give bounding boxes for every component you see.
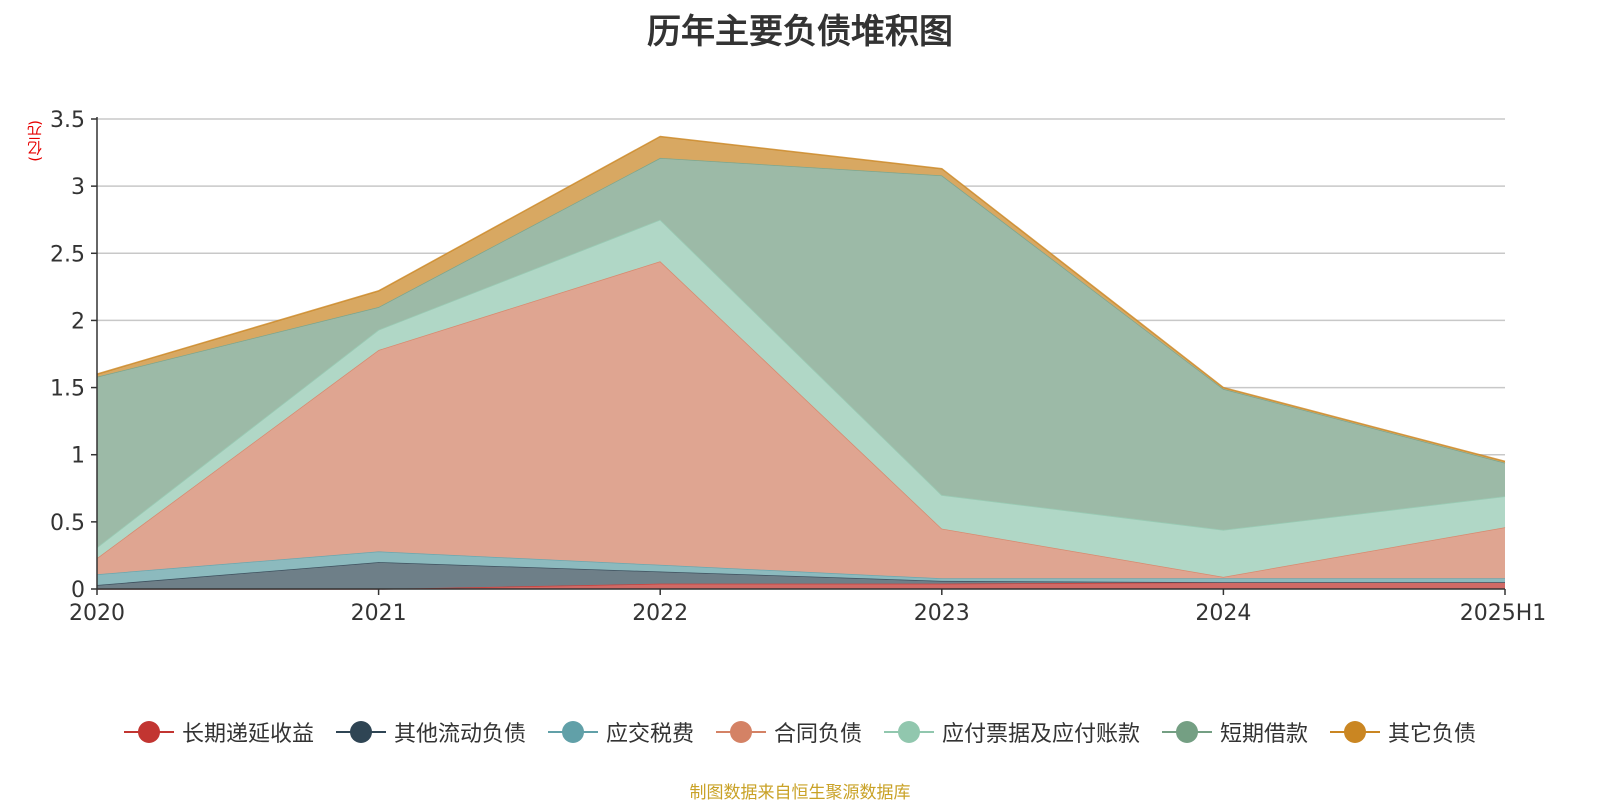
legend-dot (137, 721, 160, 743)
y-tick-label-4: 2 (71, 309, 85, 334)
legend-marker-icon (715, 720, 766, 744)
legend-marker-icon (1330, 720, 1381, 744)
legend-marker-icon (547, 720, 598, 744)
x-tick-label-4: 2024 (1195, 601, 1251, 626)
line-series-6 (96, 135, 1506, 463)
y-tick-label-3: 1.5 (50, 377, 85, 402)
legend-marker-icon (884, 720, 934, 744)
y-axis-unit-label: (亿元) (26, 120, 44, 162)
legend-item-6[interactable]: 其它负债 (1330, 716, 1476, 748)
legend-marker-icon (123, 720, 174, 744)
area-series-3 (97, 261, 1505, 579)
legend-label: 应付票据及应付账款 (942, 722, 1141, 747)
legend-dot (349, 721, 372, 743)
legend-item-0[interactable]: 长期递延收益 (123, 716, 314, 748)
legend-marker-icon (1162, 720, 1213, 744)
area-series-5 (97, 157, 1505, 548)
stacked-areas (96, 135, 1506, 590)
legend-label: 其它负债 (1388, 722, 1477, 747)
y-tick-label-1: 0.5 (50, 511, 85, 536)
axes: 0 0.5 1 1.5 2 2.5 3 3.5 2020 2021 2022 2023 2024 2025… (50, 108, 1546, 626)
area-series-6 (97, 136, 1505, 463)
legend-item-1[interactable]: 其他流动负债 (335, 716, 526, 748)
y-tick-label-2: 1 (71, 444, 85, 469)
legend-label: 长期递延收益 (181, 722, 314, 747)
legend-item-2[interactable]: 应交税费 (547, 716, 694, 748)
x-tick-label-5: 2025H1 (1460, 601, 1547, 626)
chart-title: 历年主要负债堆积图 (647, 12, 953, 52)
legend-label: 合同负债 (773, 722, 862, 747)
legend: 长期递延收益 其他流动负债 应交税费 合同负债 应付票据及应付账款 短期借款 其它负债 (0, 716, 1600, 748)
area-series-4 (97, 219, 1505, 577)
legend-dot (1344, 721, 1367, 743)
x-tick-label-0: 2020 (69, 601, 125, 626)
y-tick-label-6: 3 (71, 175, 85, 200)
legend-marker-icon (335, 720, 386, 744)
legend-dot (729, 721, 752, 743)
y-tick-label-5: 2.5 (50, 242, 85, 267)
legend-label: 短期借款 (1220, 722, 1309, 747)
legend-item-4[interactable]: 应付票据及应付账款 (884, 716, 1140, 748)
legend-dot (561, 721, 584, 743)
legend-label: 应交税费 (605, 722, 694, 747)
area-series-0 (97, 582, 1505, 589)
y-tick-label-7: 3.5 (50, 108, 85, 133)
area-series-2 (97, 551, 1505, 585)
x-tick-label-3: 2023 (914, 601, 970, 626)
legend-item-5[interactable]: 短期借款 (1162, 716, 1308, 748)
x-tick-label-2: 2022 (632, 601, 688, 626)
x-tick-label-1: 2021 (351, 601, 407, 626)
legend-item-3[interactable]: 合同负债 (715, 716, 862, 748)
source-note: 制图数据来自恒生聚源数据库 (689, 783, 911, 803)
legend-dot (1176, 721, 1199, 743)
legend-label: 其他流动负债 (393, 722, 526, 747)
y-tick-label-0: 0 (71, 578, 85, 603)
legend-dot (898, 721, 920, 743)
